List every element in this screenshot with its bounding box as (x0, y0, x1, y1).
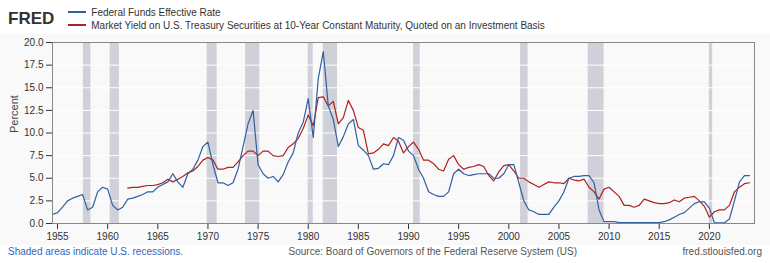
html-text:Federal Funds Effective Rate: Federal Funds Effective Rate (91, 6, 221, 18)
svg-text:2005: 2005 (548, 231, 571, 242)
html-text:Source: Board of Governors of: Source: Board of Governors of the Federa… (288, 246, 577, 257)
svg-text:Percent: Percent (8, 95, 20, 133)
svg-text:5.0: 5.0 (30, 172, 44, 183)
svg-text:1990: 1990 (397, 231, 420, 242)
svg-text:2010: 2010 (598, 231, 621, 242)
svg-text:10.0: 10.0 (24, 127, 44, 138)
svg-text:1970: 1970 (197, 231, 220, 242)
svg-text:1955: 1955 (46, 231, 69, 242)
html-text:Shaded areas indicate U.S. rec: Shaded areas indicate U.S. recessions. (8, 246, 184, 257)
svg-text:17.5: 17.5 (24, 59, 44, 70)
svg-text:1985: 1985 (347, 231, 370, 242)
html-text:Market Yield on U.S. Treasury: Market Yield on U.S. Treasury Securities… (91, 19, 545, 31)
svg-text:1960: 1960 (97, 231, 120, 242)
svg-text:1995: 1995 (448, 231, 471, 242)
svg-text:12.5: 12.5 (24, 105, 44, 116)
svg-text:2000: 2000 (498, 231, 521, 242)
svg-text:1965: 1965 (147, 231, 170, 242)
svg-text:0.0: 0.0 (30, 218, 44, 229)
svg-text:2015: 2015 (648, 231, 671, 242)
svg-text:2.5: 2.5 (30, 195, 44, 206)
svg-text:15.0: 15.0 (24, 82, 44, 93)
svg-text:7.5: 7.5 (30, 150, 44, 161)
svg-text:1980: 1980 (297, 231, 320, 242)
svg-text:20.0: 20.0 (24, 37, 44, 48)
html-text:FRED: FRED (8, 8, 55, 28)
svg-text:1975: 1975 (247, 231, 270, 242)
html-text:fred.stlouisfed.org: fred.stlouisfed.org (682, 246, 762, 257)
svg-text:2020: 2020 (698, 231, 721, 242)
